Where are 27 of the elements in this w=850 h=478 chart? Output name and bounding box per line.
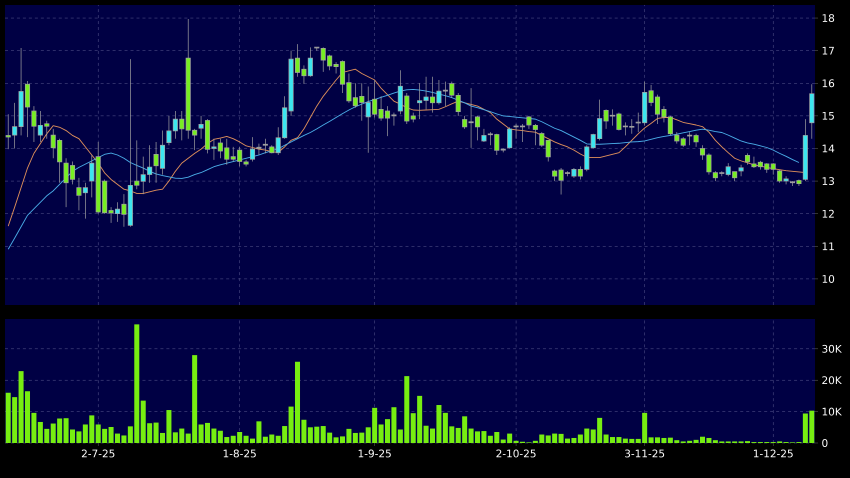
y-tick-label: 10K <box>822 408 842 416</box>
y-tick-label: 16 <box>822 79 834 88</box>
y-tick-label: 17 <box>822 46 834 54</box>
candlestick <box>738 164 744 177</box>
candlestick <box>481 128 486 142</box>
x-tick-label: 1-9-25 <box>358 450 391 458</box>
candlestick <box>744 153 750 166</box>
y-tick-label: 10 <box>822 274 834 283</box>
x-tick-label: 1-12-25 <box>754 450 793 458</box>
y-tick-label: 11 <box>822 242 834 250</box>
x-tick-label: 2-7-25 <box>82 450 114 458</box>
candlestick <box>507 126 512 149</box>
x-tick-label: 3-11-25 <box>625 450 664 458</box>
candlestick <box>802 118 808 182</box>
y-tick-label: 15 <box>822 112 834 120</box>
candlestick <box>809 84 814 140</box>
y-tick-label: 0 <box>822 439 828 447</box>
y-tick-label: 20K <box>822 376 842 384</box>
candlestick <box>250 136 256 162</box>
x-tick-label: 1-8-25 <box>224 450 256 458</box>
y-tick-label: 12 <box>822 210 834 218</box>
y-tick-label: 18 <box>822 14 834 22</box>
candlestick <box>256 143 262 156</box>
y-tick-label: 14 <box>822 144 834 152</box>
y-tick-label: 13 <box>822 177 834 186</box>
y-tick-label: 30K <box>822 344 842 353</box>
x-tick-label: 2-10-25 <box>496 450 536 458</box>
